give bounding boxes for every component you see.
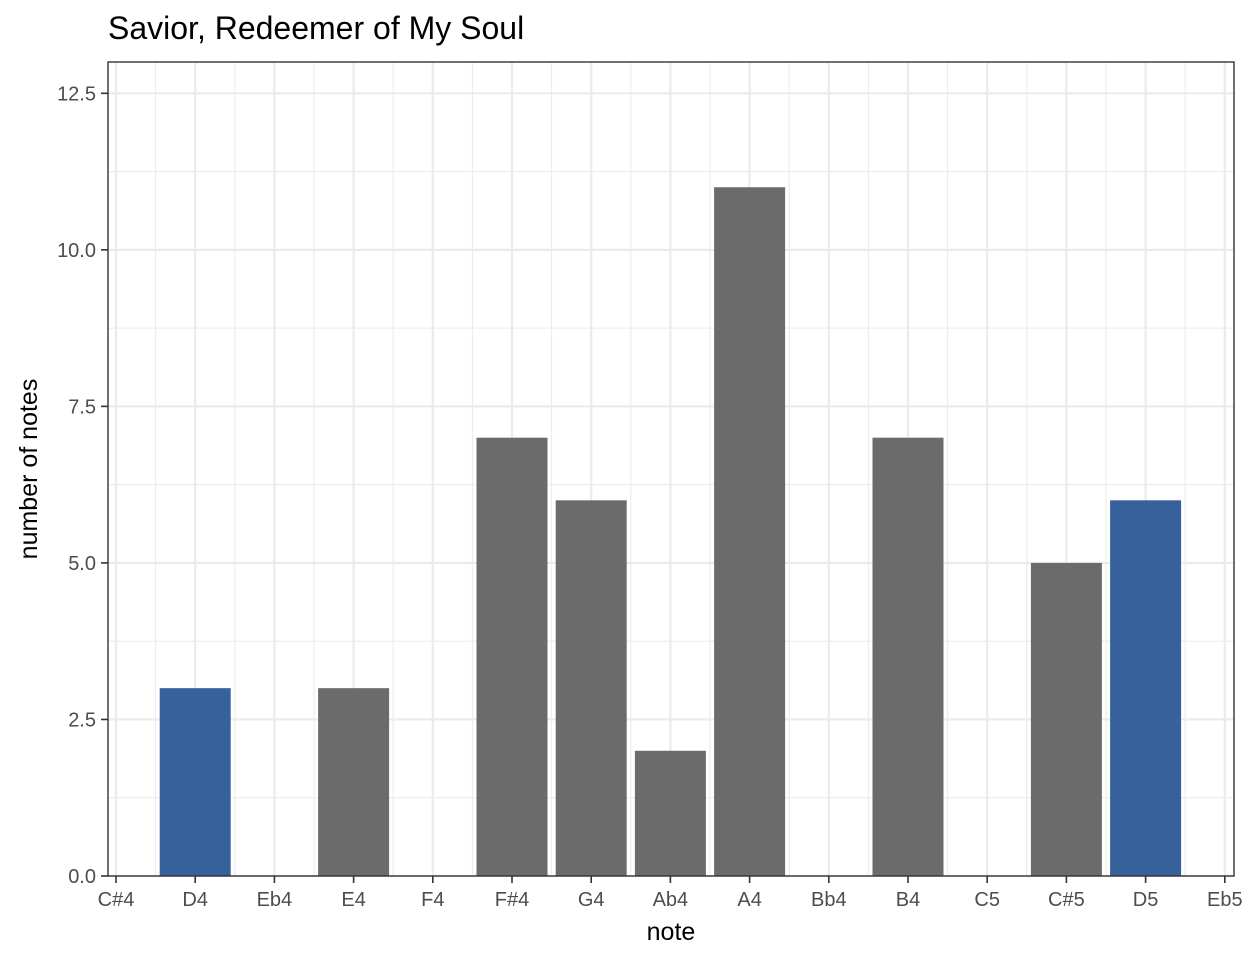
x-axis-title: note xyxy=(647,918,696,946)
chart-title: Savior, Redeemer of My Soul xyxy=(108,10,524,46)
x-tick-label: D5 xyxy=(1133,889,1159,911)
bar-d4 xyxy=(159,688,231,876)
x-tick-label: C5 xyxy=(974,889,1000,911)
bar-e4 xyxy=(318,688,390,876)
x-tick-label: F4 xyxy=(421,889,444,911)
y-tick-label: 2.5 xyxy=(68,709,96,731)
bar-f-sharp4 xyxy=(476,437,548,876)
x-tick-label: Ab4 xyxy=(653,889,689,911)
bar-g4 xyxy=(555,500,627,876)
y-axis: 0.0 2.5 5.0 7.5 10.0 12.5 xyxy=(57,83,108,888)
y-tick-label: 12.5 xyxy=(57,83,96,105)
x-tick-label: D4 xyxy=(182,889,208,911)
x-tick-label: C#5 xyxy=(1048,889,1085,911)
bar-ab4 xyxy=(634,750,706,876)
x-tick-label: Eb4 xyxy=(257,889,293,911)
x-tick-label: B4 xyxy=(896,889,920,911)
x-tick-label: G4 xyxy=(578,889,605,911)
x-tick-label: E4 xyxy=(341,889,365,911)
bar-c-sharp5 xyxy=(1030,562,1102,876)
x-tick-label: Eb5 xyxy=(1207,889,1243,911)
x-tick-label: Bb4 xyxy=(811,889,847,911)
bars xyxy=(159,187,1182,876)
bar-d5 xyxy=(1110,500,1182,876)
x-axis: C#4 D4 Eb4 E4 F4 F#4 G4 Ab4 A4 Bb4 B4 C5 C#5 D5 Eb5 xyxy=(98,876,1243,911)
x-tick-label: F#4 xyxy=(495,889,529,911)
x-tick-label: A4 xyxy=(737,889,761,911)
y-tick-label: 0.0 xyxy=(68,866,96,888)
y-tick-label: 10.0 xyxy=(57,240,96,262)
bar-a4 xyxy=(714,187,786,876)
y-axis-title: number of notes xyxy=(15,379,43,560)
y-tick-label: 5.0 xyxy=(68,553,96,575)
y-tick-label: 7.5 xyxy=(68,396,96,418)
bar-b4 xyxy=(872,437,944,876)
x-tick-label: C#4 xyxy=(98,889,135,911)
